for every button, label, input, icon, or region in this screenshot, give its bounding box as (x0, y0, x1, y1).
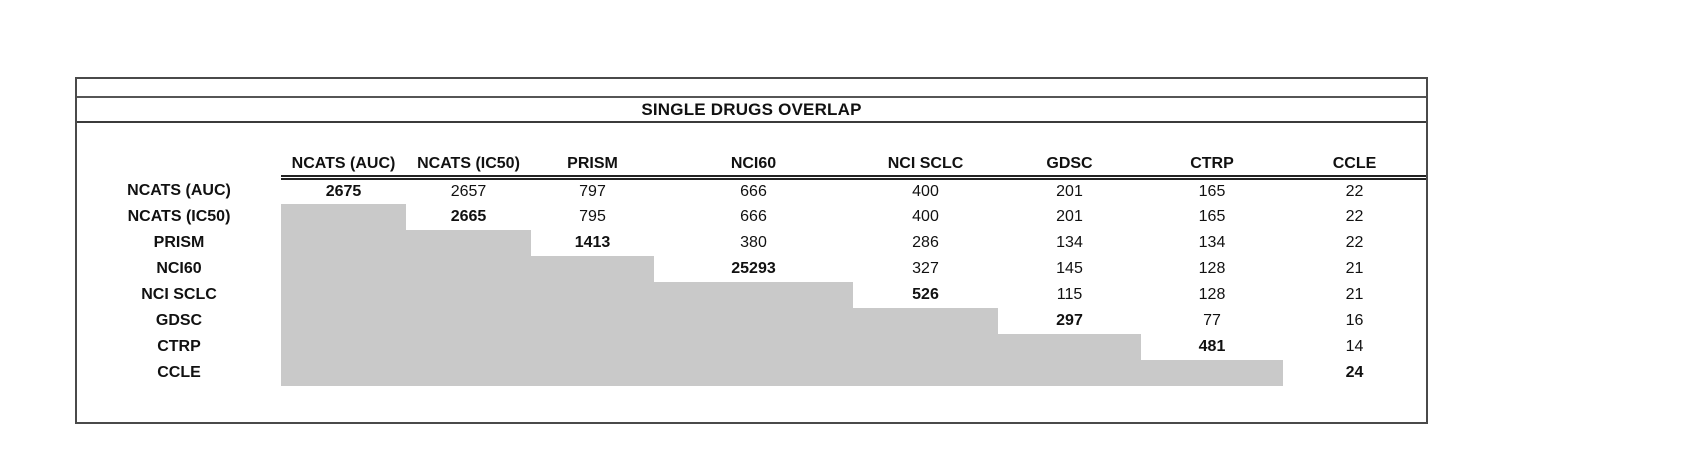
column-header-5: NCI SCLC (853, 145, 998, 180)
matrix-cell: 22 (1345, 207, 1364, 225)
row-label-1: NCATS (AUC) (127, 181, 231, 199)
table-title: SINGLE DRUGS OVERLAP (641, 99, 862, 119)
matrix-area: NCATS (AUC) NCATS (IC50) PRISM NCI60 NCI SCL… (77, 123, 1426, 386)
matrix-row-6: GDSC 297 77 16 (77, 307, 1426, 334)
matrix-row-3: PRISM 1413 380 286 134 134 22 (77, 229, 1426, 256)
matrix-cell: 2657 (450, 182, 487, 200)
matrix-cell-shaded (531, 307, 654, 334)
matrix-cell-diagonal: 25293 (731, 259, 776, 277)
matrix-cell-shaded (406, 333, 531, 360)
matrix-cell-shaded (281, 281, 406, 308)
matrix-row-1: NCATS (AUC) 2675 2657 797 666 400 201 165 22 (77, 178, 1426, 204)
matrix-cell-diagonal: 2675 (325, 182, 362, 200)
matrix-cell: 165 (1198, 182, 1226, 200)
matrix-cell-shaded (654, 307, 853, 334)
matrix-cell: 286 (912, 233, 939, 251)
matrix-cell-shaded (406, 229, 531, 256)
matrix-header: NCATS (AUC) NCATS (IC50) PRISM NCI60 NCI SCL… (77, 145, 1426, 180)
matrix-cell-shaded (998, 359, 1141, 386)
matrix-cell-shaded (281, 255, 406, 282)
column-header-3: PRISM (531, 145, 654, 180)
corner-cell (77, 145, 281, 178)
matrix-cell: 380 (740, 233, 767, 251)
matrix-cell: 666 (740, 207, 767, 225)
row-label-2: NCATS (IC50) (127, 207, 231, 225)
matrix-cell-shaded (531, 281, 654, 308)
matrix-cell: 201 (1056, 182, 1083, 200)
matrix-cell: 21 (1345, 259, 1364, 277)
matrix-cell-shaded (281, 307, 406, 334)
matrix-cell: 22 (1345, 233, 1364, 251)
matrix-cell-shaded (853, 333, 998, 360)
matrix-row-7: CTRP 481 14 (77, 333, 1426, 360)
column-header-7: CTRP (1141, 145, 1283, 180)
matrix-cell-shaded (406, 281, 531, 308)
row-label-8: CCLE (157, 363, 201, 381)
table-top-spacer-row (77, 79, 1426, 98)
matrix-cell-shaded (531, 333, 654, 360)
overlap-table-frame: SINGLE DRUGS OVERLAP NCATS (AUC) NCATS (I… (75, 77, 1428, 424)
matrix-cell: 21 (1345, 285, 1364, 303)
matrix-cell: 16 (1345, 311, 1364, 329)
matrix-cell-shaded (406, 255, 531, 282)
matrix-cell: 201 (1056, 207, 1083, 225)
matrix-cell-shaded (998, 333, 1141, 360)
matrix-row-5: NCI SCLC 526 115 128 21 (77, 281, 1426, 308)
matrix-cell: 400 (912, 207, 939, 225)
row-label-3: PRISM (153, 233, 205, 251)
matrix-cell-shaded (281, 229, 406, 256)
matrix-cell-diagonal: 526 (912, 285, 939, 303)
matrix-cell: 666 (740, 182, 767, 200)
matrix-cell: 14 (1345, 337, 1364, 355)
matrix-cell: 77 (1203, 311, 1221, 329)
matrix-cell-shaded (654, 333, 853, 360)
matrix-cell: 134 (1198, 233, 1226, 251)
matrix-cell: 145 (1056, 259, 1083, 277)
matrix-cell-diagonal: 297 (1056, 311, 1083, 329)
matrix-cell-shaded (531, 255, 654, 282)
matrix-cell-shaded (853, 359, 998, 386)
matrix-body: NCATS (AUC) 2675 2657 797 666 400 201 165 22 NCAT… (77, 178, 1426, 386)
matrix-cell: 115 (1056, 285, 1083, 303)
matrix-cell-shaded (281, 359, 406, 386)
matrix-cell-shaded (531, 359, 654, 386)
row-label-7: CTRP (157, 337, 201, 355)
matrix-cell-shaded (853, 307, 998, 334)
matrix-cell: 128 (1198, 285, 1226, 303)
matrix-row-4: NCI60 25293 327 145 128 21 (77, 255, 1426, 282)
matrix-cell-diagonal: 24 (1345, 363, 1364, 381)
overlap-matrix: NCATS (AUC) NCATS (IC50) PRISM NCI60 NCI SCL… (77, 145, 1426, 386)
matrix-cell-shaded (281, 203, 406, 230)
matrix-cell-diagonal: 1413 (574, 233, 611, 251)
matrix-row-8: CCLE 24 (77, 359, 1426, 386)
column-header-8: CCLE (1283, 145, 1426, 180)
matrix-cell: 165 (1198, 207, 1226, 225)
matrix-cell-diagonal: 2665 (450, 207, 487, 225)
column-header-1: NCATS (AUC) (281, 145, 406, 180)
header-row: NCATS (AUC) NCATS (IC50) PRISM NCI60 NCI SCL… (77, 145, 1426, 180)
matrix-cell: 795 (579, 207, 606, 225)
matrix-cell: 327 (912, 259, 939, 277)
matrix-cell: 797 (579, 182, 606, 200)
row-label-5: NCI SCLC (141, 285, 217, 303)
row-label-4: NCI60 (156, 259, 202, 277)
row-label-6: GDSC (155, 311, 203, 329)
column-header-2: NCATS (IC50) (406, 145, 531, 180)
matrix-cell-shaded (654, 281, 853, 308)
matrix-cell-shaded (281, 333, 406, 360)
matrix-cell-shaded (1141, 359, 1283, 386)
matrix-cell-shaded (406, 359, 531, 386)
matrix-cell: 128 (1198, 259, 1226, 277)
matrix-cell: 134 (1056, 233, 1083, 251)
matrix-row-2: NCATS (IC50) 2665 795 666 400 201 165 22 (77, 203, 1426, 230)
matrix-cell-diagonal: 481 (1198, 337, 1226, 355)
table-title-row: SINGLE DRUGS OVERLAP (77, 98, 1426, 123)
matrix-cell-shaded (654, 359, 853, 386)
column-header-4: NCI60 (654, 145, 853, 180)
matrix-cell: 22 (1345, 182, 1364, 200)
matrix-cell-shaded (406, 307, 531, 334)
matrix-cell: 400 (912, 182, 939, 200)
column-header-6: GDSC (998, 145, 1141, 180)
